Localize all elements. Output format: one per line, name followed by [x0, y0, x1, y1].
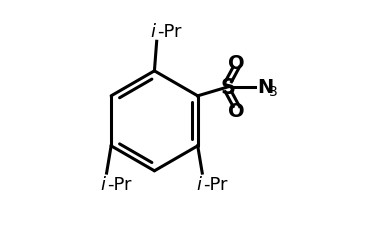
Text: S: S [221, 77, 236, 97]
Text: O: O [228, 102, 245, 120]
Text: -Pr: -Pr [203, 175, 228, 193]
Text: 3: 3 [268, 85, 277, 98]
Text: i: i [150, 23, 156, 41]
Text: i: i [100, 175, 106, 193]
Text: i: i [197, 175, 202, 193]
Text: -Pr: -Pr [107, 175, 132, 193]
Text: O: O [228, 54, 245, 73]
Text: -Pr: -Pr [157, 23, 182, 41]
Text: N: N [257, 78, 273, 97]
